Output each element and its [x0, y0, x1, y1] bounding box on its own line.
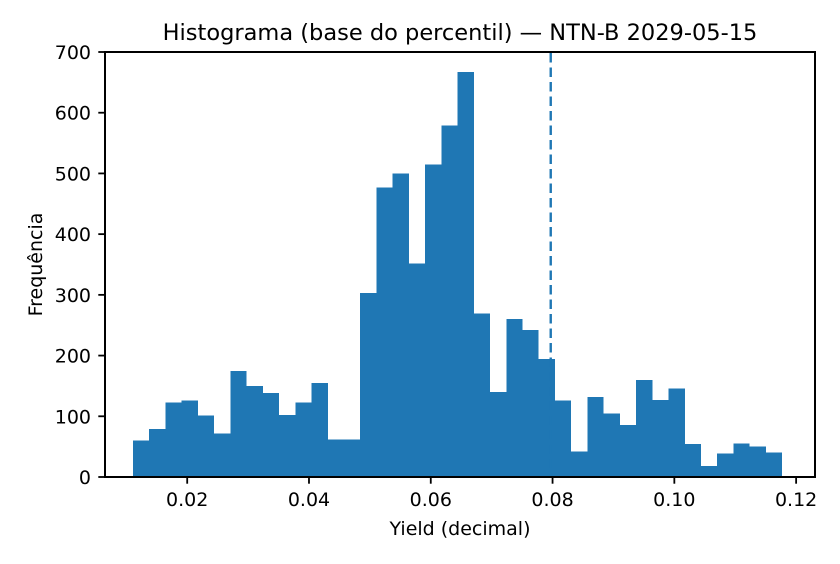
histogram-bar	[360, 293, 377, 477]
x-tick-label: 0.08	[531, 489, 573, 511]
chart-title: Histograma (base do percentil) — NTN-B 2…	[163, 20, 758, 46]
histogram-bar	[408, 263, 426, 477]
histogram-bar	[376, 187, 393, 477]
plot-area: 0.02 0.04 0.06 0.08 0.10 0.12 0 100 200 300 400 500…	[55, 42, 818, 511]
histogram-bar	[425, 164, 442, 477]
histogram-bar	[765, 452, 783, 477]
histogram-bar	[684, 444, 701, 477]
histogram-bar	[441, 125, 458, 478]
histogram-bar	[717, 453, 734, 477]
y-tick-label: 300	[55, 285, 91, 307]
histogram-bar	[230, 370, 247, 477]
y-tick-label: 100	[55, 406, 91, 428]
histogram-bar	[181, 400, 198, 477]
histogram-bar	[133, 440, 150, 477]
histogram-bar	[457, 72, 474, 477]
histogram-bar	[473, 313, 491, 477]
histogram-bar	[295, 402, 312, 477]
histogram-bar	[554, 400, 572, 477]
histogram-bar	[603, 413, 620, 477]
histogram-bar	[490, 392, 507, 477]
y-tick-label: 400	[55, 224, 91, 246]
histogram-bar	[279, 415, 296, 477]
histogram-bar	[749, 446, 766, 477]
x-tick-label: 0.02	[166, 489, 208, 511]
histogram-bar	[571, 451, 588, 477]
histogram-bar	[311, 382, 328, 477]
histogram-bar	[506, 319, 523, 477]
histogram-bar	[700, 466, 718, 477]
x-tick-label: 0.12	[775, 489, 817, 511]
histogram-bar	[343, 439, 361, 477]
x-tick-label: 0.10	[653, 489, 695, 511]
y-tick-label: 500	[55, 163, 91, 185]
histogram-bar	[165, 402, 182, 477]
histogram-bar	[262, 393, 280, 477]
plot-border	[104, 51, 816, 478]
histogram-bar	[327, 439, 344, 477]
histogram-bar	[246, 385, 263, 477]
histogram-bar	[197, 415, 215, 477]
histogram-bar	[733, 443, 750, 477]
y-tick-label: 200	[55, 346, 91, 368]
histogram-bar	[636, 379, 653, 477]
histogram-bar	[392, 173, 409, 477]
y-tick-label: 700	[55, 42, 91, 64]
histogram-bar	[522, 330, 539, 477]
histogram-bar	[538, 359, 555, 477]
x-tick-label: 0.04	[288, 489, 330, 511]
histogram-bar	[214, 433, 231, 477]
y-tick-label: 600	[55, 103, 91, 125]
histogram-bar	[668, 388, 685, 477]
histogram-bar	[587, 396, 604, 477]
y-tick-label: 0	[79, 467, 91, 489]
histogram-bar	[149, 429, 166, 477]
histogram-bar	[652, 399, 669, 477]
histogram-bar	[619, 424, 637, 477]
y-axis-label: Frequência	[25, 213, 47, 317]
x-axis-label: Yield (decimal)	[388, 518, 530, 540]
x-tick-label: 0.06	[410, 489, 452, 511]
